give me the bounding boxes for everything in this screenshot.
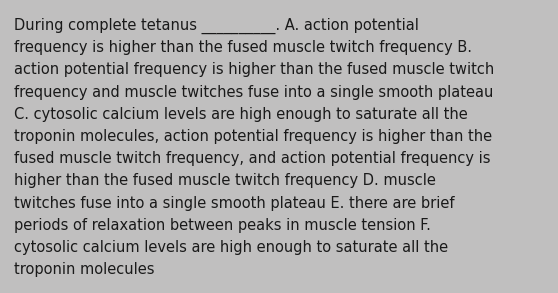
Text: C. cytosolic calcium levels are high enough to saturate all the: C. cytosolic calcium levels are high eno… <box>14 107 468 122</box>
Text: frequency is higher than the fused muscle twitch frequency B.: frequency is higher than the fused muscl… <box>14 40 472 55</box>
Text: frequency and muscle twitches fuse into a single smooth plateau: frequency and muscle twitches fuse into … <box>14 85 493 100</box>
Text: higher than the fused muscle twitch frequency D. muscle: higher than the fused muscle twitch freq… <box>14 173 436 188</box>
Text: action potential frequency is higher than the fused muscle twitch: action potential frequency is higher tha… <box>14 62 494 77</box>
Text: troponin molecules, action potential frequency is higher than the: troponin molecules, action potential fre… <box>14 129 492 144</box>
Text: twitches fuse into a single smooth plateau E. there are brief: twitches fuse into a single smooth plate… <box>14 196 455 211</box>
Text: fused muscle twitch frequency, and action potential frequency is: fused muscle twitch frequency, and actio… <box>14 151 490 166</box>
Text: cytosolic calcium levels are high enough to saturate all the: cytosolic calcium levels are high enough… <box>14 240 448 255</box>
Text: troponin molecules: troponin molecules <box>14 262 155 277</box>
Text: periods of relaxation between peaks in muscle tension F.: periods of relaxation between peaks in m… <box>14 218 431 233</box>
Text: During complete tetanus __________. A. action potential: During complete tetanus __________. A. a… <box>14 18 419 34</box>
